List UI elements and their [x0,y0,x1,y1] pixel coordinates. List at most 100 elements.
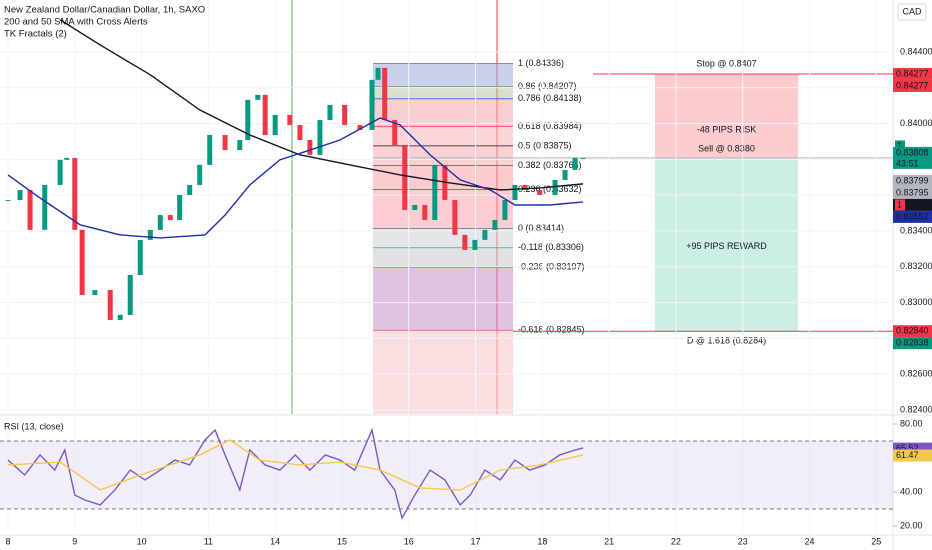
candle [472,239,478,250]
price-tag [893,174,932,187]
candle [147,229,153,240]
fib-label: 0.618 (0.83984) [518,121,582,131]
y-tick-label: 0.83000 [900,297,932,307]
y-tick-label: 0.83200 [900,261,932,271]
candle [107,290,113,320]
candle [167,215,173,221]
fib-zone [373,247,513,268]
candle [452,199,458,235]
x-tick-label: 14 [270,536,280,546]
candle [537,189,543,195]
indicator: TK Fractals (2) [4,29,67,40]
candle [197,164,203,185]
x-tick-label: 17 [471,536,481,546]
counter-label: 1 [897,140,902,150]
candle [177,194,183,221]
candle [237,140,243,151]
rsi-line [7,439,584,491]
candle [392,119,398,146]
candle [137,239,143,275]
candle [502,199,508,221]
candle [422,204,428,221]
x-tick-label: 16 [404,536,414,546]
price-tag-label: 0.83655 [896,199,929,209]
candle [512,184,518,200]
candle [287,114,293,125]
price-tag [893,210,932,223]
x-tick-label: 25 [871,536,881,546]
price-tag-label: 0.83799 [896,175,929,185]
candle [432,164,438,221]
price-tag [893,67,932,80]
candle [402,145,408,211]
candle [79,229,85,296]
fib-label: 0.5 (0.83875) [518,140,572,150]
candle [157,215,163,230]
price-tag [893,325,932,338]
x-tick-label: 21 [604,536,614,546]
candle [272,114,278,135]
price-tag [893,337,932,350]
price-tag-label: 65.52 [896,443,919,453]
fib-label: 0 (0.83414) [518,223,564,233]
candle [522,184,528,190]
candle [342,104,348,125]
price-tag [893,449,932,462]
currency-button[interactable] [897,3,927,21]
x-tick-label: 10 [137,536,147,546]
x-tick-label: 22 [671,536,681,546]
currency: CAD [902,6,922,16]
sma-line [59,19,584,191]
price-tag [893,186,932,199]
x-tick-label: 15 [337,536,347,546]
candle [382,67,388,120]
price-tag-label: 0.84277 [896,80,929,90]
rsi-line [7,427,584,520]
candle [255,94,261,100]
counter-tag [895,140,905,152]
sma-line [7,117,584,239]
counter-label: 1 [897,199,902,209]
x-tick-label: 18 [537,536,547,546]
price-tag-label: 0.83552 [896,211,929,221]
target-label: D @ 1.618 (0.8284) [687,336,766,346]
candle [317,119,323,155]
x-tick-label: 8 [6,536,11,546]
fib-label: 0.382 (0.83766) [518,160,582,170]
counter-tag [895,199,905,211]
candle [64,157,70,160]
price-tag [893,146,932,169]
candle [572,157,578,170]
candle [357,124,363,130]
price-tag-label: 0.84277 [896,68,929,78]
reward-label: +95 PIPS REWARD [686,241,767,251]
candle [562,169,568,180]
candle [482,229,488,240]
rsi-tick-label: 80.00 [900,418,923,428]
price-tag-label: 0.83795 [896,187,929,197]
price-tag-label: 0.82840 [896,326,929,336]
candle [369,79,375,130]
candle [297,124,303,141]
rsi-tick-label: 20.00 [900,520,923,530]
candle [412,204,418,211]
candle [375,67,381,80]
symbol: New Zealand Dollar/Canadian Dollar, 1h, … [4,5,205,16]
fib-zone [373,228,513,248]
price-tag-label: 0.82838 [896,338,929,348]
rsi-title: RSI (13, close) [4,421,64,431]
price-tag-label: 61.47 [896,450,919,460]
x-tick-label: 9 [72,536,77,546]
risk-label: -48 PIPS RISK [697,124,757,134]
x-tick-label: 11 [204,536,213,546]
y-tick-label: 0.82600 [900,369,932,379]
fib-label: 0.236 (0.83632) [518,184,582,194]
fib-label: 1 (0.84336) [518,58,564,68]
indicator: 200 and 50 SMA with Cross Alerts [4,17,148,28]
fib-extension [373,330,513,414]
countdown: 43:51 [896,158,919,168]
fib-zone [373,86,513,99]
rsi-tick-label: 40.00 [900,486,923,496]
price-tag [893,79,932,92]
